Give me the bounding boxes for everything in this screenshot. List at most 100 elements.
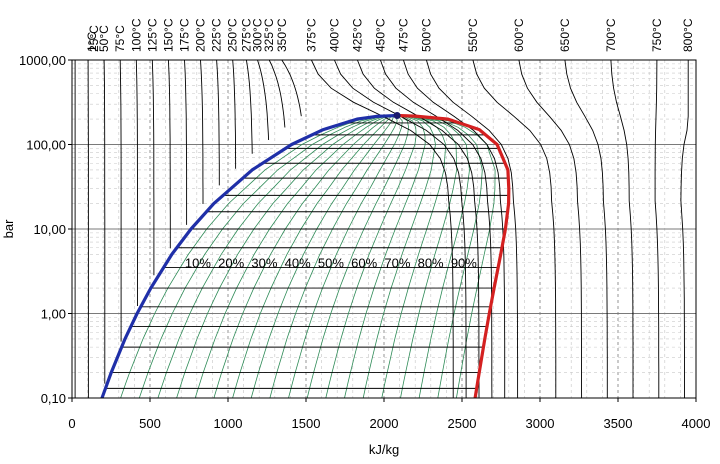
isotherm-label: 100°C bbox=[129, 18, 143, 52]
isotherm-line bbox=[119, 59, 122, 342]
y-tick-label: 1000,00 bbox=[19, 53, 66, 68]
quality-line bbox=[176, 115, 398, 399]
y-tick-label: 100,00 bbox=[26, 138, 66, 153]
quality-line bbox=[269, 115, 398, 399]
y-axis-title: bar bbox=[1, 219, 16, 238]
x-tick-label: 2500 bbox=[448, 416, 477, 431]
isotherm-label: 300°C bbox=[251, 18, 265, 52]
saturated-liquid-curve bbox=[100, 113, 398, 399]
isotherm-label: 700°C bbox=[604, 18, 618, 52]
quality-label: 80% bbox=[418, 256, 444, 271]
isotherm-label: 175°C bbox=[178, 18, 192, 52]
isotherm-label: 50°C bbox=[97, 25, 111, 52]
saturated-vapour-curve bbox=[397, 113, 511, 399]
quality-line bbox=[120, 115, 398, 399]
y-tick-label: 1,00 bbox=[41, 307, 66, 322]
isotherm-line bbox=[268, 59, 286, 128]
quality-label: 90% bbox=[451, 256, 477, 271]
isotherm-line bbox=[425, 59, 519, 398]
critical-point-marker bbox=[393, 111, 401, 119]
x-tick-label: 4000 bbox=[682, 416, 711, 431]
isotherm-label: 200°C bbox=[194, 18, 208, 52]
quality-label: 60% bbox=[351, 256, 377, 271]
quality-line bbox=[306, 115, 410, 399]
isotherm-label: 150°C bbox=[161, 18, 175, 52]
saturation-dome-layer bbox=[100, 111, 511, 399]
isotherm-label: 550°C bbox=[466, 18, 480, 52]
isotherm-line bbox=[103, 59, 106, 384]
x-axis-title: kJ/kg bbox=[369, 442, 399, 457]
quality-line bbox=[138, 115, 398, 399]
isotherm-label: 375°C bbox=[304, 18, 318, 52]
quality-label: 70% bbox=[384, 256, 410, 271]
isotherm-line bbox=[402, 59, 506, 398]
isotherm-label: 350°C bbox=[275, 18, 289, 52]
isotherm-label: 25°C bbox=[87, 25, 101, 52]
isotherm-label: 275°C bbox=[239, 18, 253, 52]
isotherm-line bbox=[654, 59, 660, 398]
x-tick-label: 2000 bbox=[370, 416, 399, 431]
isotherm-label: 400°C bbox=[327, 18, 341, 52]
x-tick-label: 1500 bbox=[292, 416, 321, 431]
quality-line bbox=[213, 115, 398, 399]
isotherm-line bbox=[610, 59, 634, 398]
quality-line bbox=[157, 115, 398, 399]
isotherm-line bbox=[379, 59, 493, 399]
y-tick-label: 10,00 bbox=[33, 222, 66, 237]
quality-lines-layer bbox=[120, 115, 496, 399]
isotherm-label: 650°C bbox=[558, 18, 572, 52]
isotherm-label: 125°C bbox=[145, 18, 159, 52]
quality-line bbox=[232, 115, 398, 399]
quality-line bbox=[250, 115, 398, 399]
isotherm-label: 250°C bbox=[226, 18, 240, 52]
x-tick-label: 3500 bbox=[604, 416, 633, 431]
x-tick-label: 3000 bbox=[526, 416, 555, 431]
isotherm-line bbox=[184, 59, 188, 225]
quality-label: 20% bbox=[218, 256, 244, 271]
isotherm-label: 225°C bbox=[210, 18, 224, 52]
quality-label: 30% bbox=[251, 256, 277, 271]
quality-line bbox=[397, 115, 458, 399]
quality-line bbox=[381, 115, 447, 399]
quality-label: 50% bbox=[318, 256, 344, 271]
x-tick-label: 1000 bbox=[214, 416, 243, 431]
isotherm-line bbox=[151, 59, 155, 276]
quality-line bbox=[288, 115, 403, 399]
quality-line bbox=[397, 115, 483, 399]
x-tick-label: 500 bbox=[139, 416, 161, 431]
isotherm-line bbox=[135, 59, 138, 306]
isotherm-line bbox=[245, 59, 253, 154]
isotherm-line bbox=[472, 59, 557, 398]
isotherm-label: 1°C bbox=[85, 32, 99, 52]
quality-line bbox=[362, 115, 436, 399]
isotherm-line bbox=[680, 60, 689, 398]
isotherm-line bbox=[232, 59, 237, 169]
isotherm-label: 500°C bbox=[419, 18, 433, 52]
plot-frame bbox=[71, 59, 697, 399]
isobar-layer bbox=[105, 122, 509, 389]
isotherm-label: 800°C bbox=[681, 18, 695, 52]
isotherm-label: 600°C bbox=[512, 18, 526, 52]
isotherm-label: 325°C bbox=[262, 18, 276, 52]
isotherm-line bbox=[167, 59, 171, 249]
isotherm-label: 75°C bbox=[113, 25, 127, 52]
isotherm-line bbox=[200, 59, 204, 204]
isotherm-line bbox=[257, 59, 270, 141]
isotherm-label: 750°C bbox=[650, 18, 664, 52]
isotherm-label: 425°C bbox=[350, 18, 364, 52]
isotherm-line bbox=[518, 59, 583, 399]
isotherm-label: 475°C bbox=[396, 18, 410, 52]
isotherm-line bbox=[564, 59, 608, 398]
quality-line bbox=[194, 115, 398, 399]
isotherm-line bbox=[216, 59, 220, 186]
quality-label: 40% bbox=[285, 256, 311, 271]
y-tick-label: 0,10 bbox=[41, 391, 66, 406]
quality-line bbox=[325, 115, 417, 399]
isotherm-label: 450°C bbox=[373, 18, 387, 52]
quality-line bbox=[344, 115, 426, 399]
label-layer: 0 500 1000 1500 2000 2500 3000 3500 4000 0,10 1,00… bbox=[19, 18, 710, 431]
x-tick-label: 0 bbox=[68, 416, 75, 431]
quality-label: 10% bbox=[185, 256, 211, 271]
